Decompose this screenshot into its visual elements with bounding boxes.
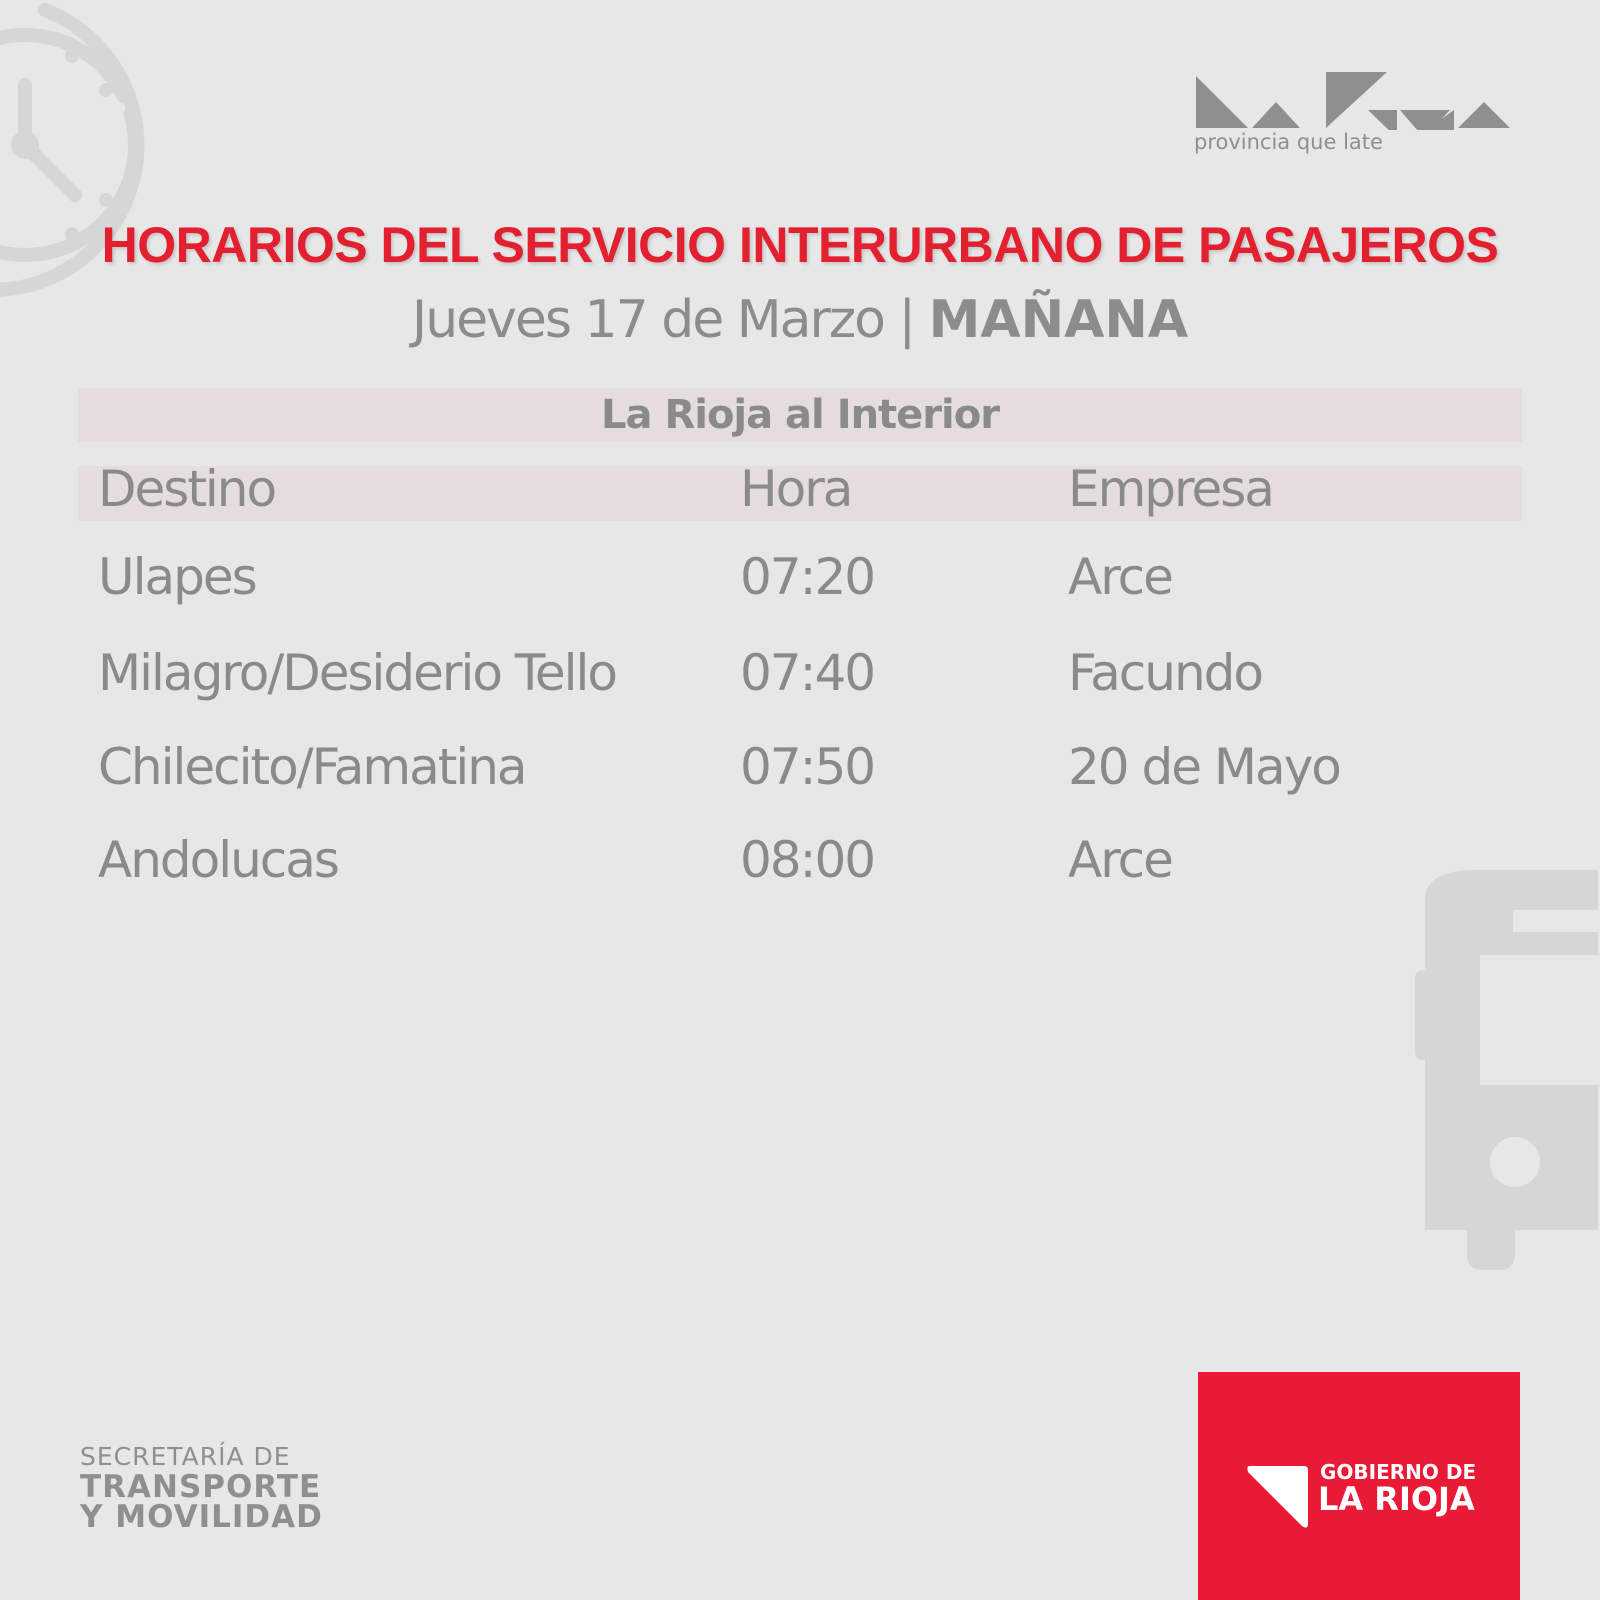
secretaria-line: TRANSPORTE: [80, 1469, 322, 1505]
empresa-cell: Arce: [1068, 831, 1174, 889]
page-title: HORARIOS DEL SERVICIO INTERURBANO DE PAS…: [101, 217, 1499, 273]
column-header-destino: Destino: [98, 460, 277, 518]
date-label: Jueves 17 de Marzo |: [411, 290, 916, 350]
empresa-cell: Facundo: [1068, 644, 1264, 702]
secretaria-line: Y MOVILIDAD: [80, 1499, 323, 1535]
logo-tagline: provincia que late: [1194, 130, 1383, 154]
hora-cell: 07:20: [740, 548, 876, 606]
destino-cell: Ulapes: [98, 548, 258, 606]
empresa-cell: 20 de Mayo: [1068, 738, 1342, 796]
destino-cell: Andolucas: [98, 831, 340, 889]
column-header-empresa: Empresa: [1068, 460, 1275, 518]
bus-icon: [1415, 870, 1598, 1270]
hora-cell: 07:50: [740, 738, 876, 796]
table-header: [78, 466, 1522, 521]
hora-cell: 08:00: [740, 831, 876, 889]
la-rioja-logo: provincia que late: [1192, 70, 1532, 160]
clock-icon: [0, 3, 145, 297]
empresa-cell: Arce: [1068, 548, 1174, 606]
gobierno-line: LA RIOJA: [1318, 1480, 1475, 1518]
page-subtitle: Jueves 17 de Marzo | MAÑANA: [0, 290, 1600, 350]
triangle-icon: [1247, 1466, 1308, 1528]
gobierno-line: GOBIERNO DE: [1320, 1460, 1477, 1484]
destino-cell: Chilecito/Famatina: [98, 738, 528, 796]
section-title: La Rioja al Interior: [78, 388, 1522, 442]
secretaria-line: SECRETARÍA DE: [80, 1442, 291, 1471]
secretaria-logo: SECRETARÍA DE TRANSPORTE Y MOVILIDAD: [80, 1442, 323, 1535]
column-header-hora: Hora: [740, 460, 853, 518]
hora-cell: 07:40: [740, 644, 876, 702]
destino-cell: Milagro/Desiderio Tello: [98, 644, 618, 702]
gobierno-logo: GOBIERNO DE LA RIOJA: [1198, 1372, 1520, 1600]
period-label: MAÑANA: [928, 290, 1189, 350]
